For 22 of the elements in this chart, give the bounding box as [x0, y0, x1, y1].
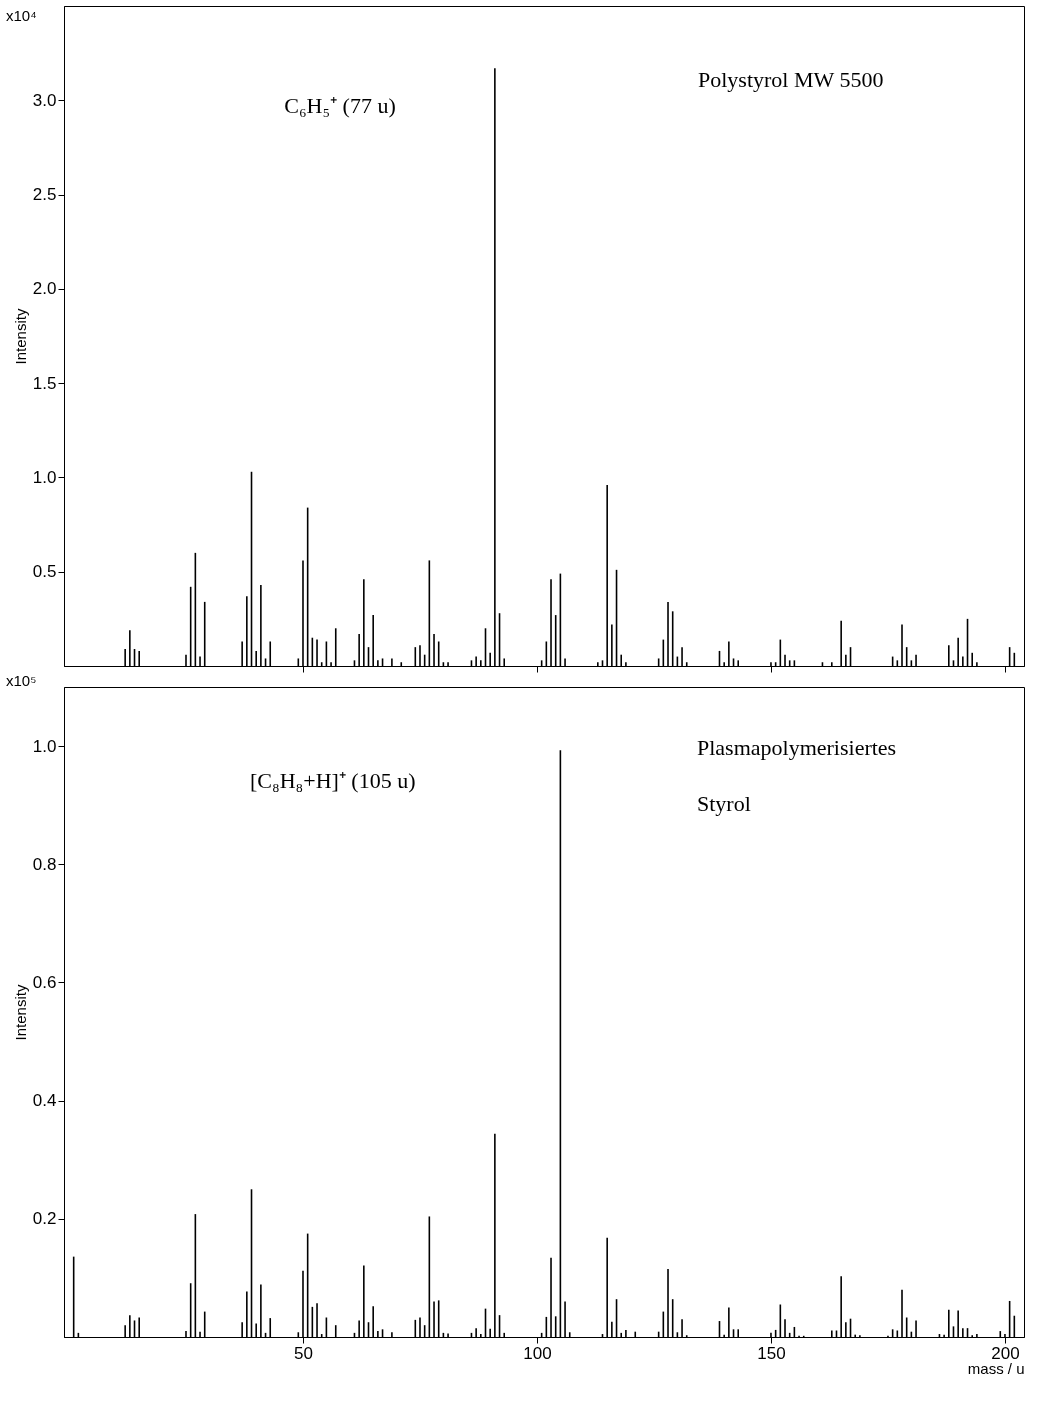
text: Plasmapolymerisiertes Styrol	[697, 735, 897, 816]
y-tick-label: 2.5	[32, 185, 57, 205]
text: x10⁵	[6, 672, 37, 689]
y-tick-label: 3.0	[32, 90, 57, 110]
y-axis-title: Intensity	[11, 308, 29, 365]
y-tick-label: 0.2	[32, 1209, 57, 1229]
y-axis-title: Intensity	[11, 984, 29, 1041]
y-tick-label: 1.0	[32, 467, 57, 487]
x-tick-label: 100	[523, 1343, 552, 1363]
annotation: Polystyrol MW 5500	[698, 67, 884, 92]
annotation: [C₈H₈+H]⁺ (105 u)	[250, 768, 416, 793]
x-tick-label: 150	[757, 1343, 786, 1363]
y-tick-label: 2.0	[32, 279, 57, 299]
text: x10⁴	[6, 7, 37, 24]
y-tick-label: 1.0	[32, 736, 57, 756]
y-tick-label: 0.6	[32, 972, 57, 992]
y-tick-label: 0.4	[32, 1091, 57, 1111]
y-tick-label: 0.5	[32, 562, 57, 582]
x-tick-label: 50	[294, 1343, 313, 1363]
y-tick-label: 1.5	[32, 373, 57, 393]
annotation: C₆H₅⁺ (77 u)	[284, 93, 396, 118]
y-tick-label: 0.8	[32, 854, 57, 874]
